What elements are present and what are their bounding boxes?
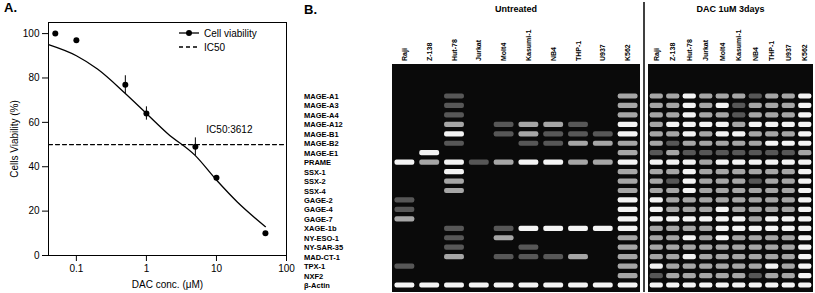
svg-text:MAGE-A4: MAGE-A4	[304, 111, 339, 120]
svg-text:Hut-78: Hut-78	[451, 39, 458, 61]
svg-text:Kasumi-1: Kasumi-1	[525, 29, 532, 61]
svg-text:Molt4: Molt4	[500, 43, 507, 61]
svg-text:MAD-CT-1: MAD-CT-1	[304, 253, 340, 262]
svg-text:SSX-2: SSX-2	[304, 177, 326, 186]
svg-text:NY-ESO-1: NY-ESO-1	[304, 234, 339, 243]
svg-text:MAGE-A12: MAGE-A12	[304, 120, 343, 129]
svg-text:GAGE-7: GAGE-7	[304, 215, 333, 224]
svg-text:K562: K562	[624, 44, 631, 61]
svg-text:0: 0	[34, 250, 40, 261]
svg-text:MAGE-B1: MAGE-B1	[304, 130, 339, 139]
svg-text:60: 60	[28, 117, 40, 128]
svg-text:DAC conc. (μM): DAC conc. (μM)	[132, 279, 203, 290]
svg-text:SSX-4: SSX-4	[304, 187, 327, 196]
svg-text:TPX-1: TPX-1	[304, 262, 325, 271]
svg-text:DAC 1uM 3days: DAC 1uM 3days	[696, 4, 764, 14]
svg-text:U937: U937	[599, 44, 606, 61]
svg-text:B.: B.	[304, 2, 317, 17]
svg-text:MAGE-A3: MAGE-A3	[304, 101, 339, 110]
svg-text:Jurkat: Jurkat	[475, 39, 482, 61]
svg-text:Z-138: Z-138	[426, 43, 433, 61]
svg-text:Jurkat: Jurkat	[702, 39, 709, 61]
svg-text:PRAME: PRAME	[304, 158, 331, 167]
svg-text:IC50:3612: IC50:3612	[206, 124, 253, 135]
svg-text:K562: K562	[801, 44, 808, 61]
svg-text:Raji: Raji	[401, 48, 409, 61]
svg-text:SSX-1: SSX-1	[304, 168, 326, 177]
svg-text:NY-SAR-35: NY-SAR-35	[304, 243, 343, 252]
svg-text:THP-1: THP-1	[575, 41, 582, 61]
html-text:IC50: IC50	[204, 41, 226, 53]
svg-text:NB4: NB4	[550, 47, 557, 61]
html-text:A.: A.	[4, 0, 17, 15]
svg-text:10: 10	[211, 263, 223, 274]
svg-text:Hut-78: Hut-78	[686, 39, 693, 61]
svg-text:Raji: Raji	[653, 48, 661, 61]
svg-text:NXF2: NXF2	[304, 272, 323, 281]
svg-text:GAGE-4: GAGE-4	[304, 205, 334, 214]
svg-text:0.1: 0.1	[69, 263, 83, 274]
svg-text:β-Actin: β-Actin	[304, 281, 330, 290]
svg-text:XAGE-1b: XAGE-1b	[304, 224, 337, 233]
svg-text:100: 100	[23, 28, 40, 39]
svg-text:NB4: NB4	[752, 47, 759, 61]
svg-text:Molt4: Molt4	[719, 43, 726, 61]
svg-text:GAGE-2: GAGE-2	[304, 196, 333, 205]
html-text:Cell viability: Cell viability	[204, 27, 257, 39]
svg-text:80: 80	[28, 72, 40, 83]
svg-text:1: 1	[144, 263, 150, 274]
svg-text:Kasumi-1: Kasumi-1	[735, 29, 742, 61]
svg-text:MAGE-B2: MAGE-B2	[304, 139, 339, 148]
svg-text:Cells Viability (%): Cells Viability (%)	[9, 100, 20, 178]
svg-text:100: 100	[278, 263, 295, 274]
svg-text:Z-138: Z-138	[669, 43, 676, 61]
svg-text:U937: U937	[785, 44, 792, 61]
svg-text:20: 20	[28, 205, 40, 216]
svg-text:MAGE-E1: MAGE-E1	[304, 149, 338, 158]
svg-text:Untreated: Untreated	[495, 4, 537, 14]
svg-text:40: 40	[28, 161, 40, 172]
svg-text:MAGE-A1: MAGE-A1	[304, 92, 339, 101]
svg-text:THP-1: THP-1	[768, 41, 775, 61]
